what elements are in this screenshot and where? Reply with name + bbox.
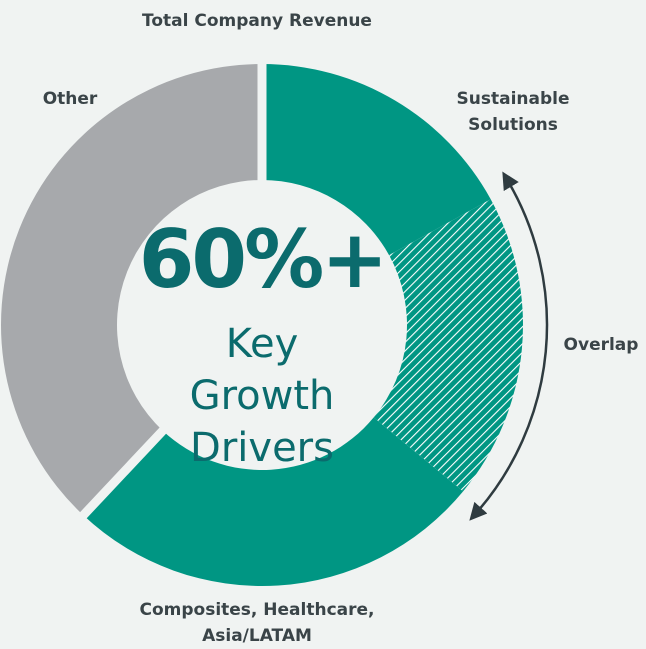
center-value: 60%+ — [138, 213, 389, 306]
overlap-arrow — [469, 171, 549, 521]
segment-label: Other — [42, 89, 98, 109]
segment-gap — [76, 423, 170, 522]
donut-segment — [83, 417, 464, 586]
center-text: Key Growth Drivers — [189, 321, 335, 471]
segment-label: Sustainable Solutions — [456, 89, 570, 135]
donut-segment — [1, 64, 262, 516]
donut-segment — [262, 64, 491, 256]
chart-title: Total Company Revenue — [142, 11, 372, 31]
segment-label: Overlap — [563, 335, 639, 355]
segment-label: Composites, Healthcare, Asia/LATAM — [139, 600, 375, 646]
